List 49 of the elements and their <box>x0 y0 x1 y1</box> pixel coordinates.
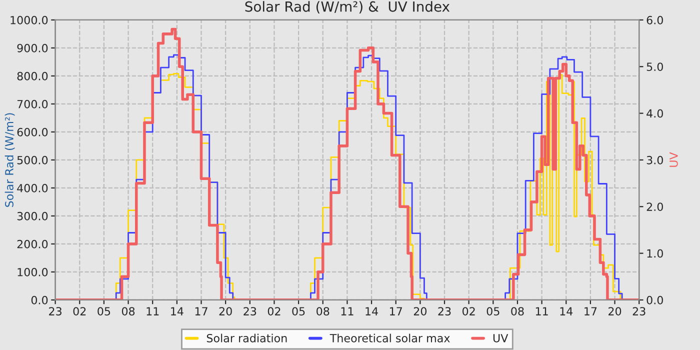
x-tick-label: 14 <box>366 307 378 316</box>
legend-label: UV <box>493 334 508 342</box>
x-tick-label: 05 <box>98 307 110 316</box>
y2-axis-title: UV <box>670 152 678 167</box>
x-tick-label: 05 <box>486 307 500 316</box>
x-tick-label: 23 <box>49 307 62 316</box>
y-tick-label: 100.0 <box>18 268 48 276</box>
x-tick-label: 02 <box>73 307 86 316</box>
x-tick-label: 14 <box>560 307 573 316</box>
y-tick-label: 800.0 <box>17 72 48 80</box>
chart-title: Solar Rad (W/m²) & UV Index <box>245 1 450 14</box>
x-tick-label: 23 <box>438 307 451 316</box>
x-tick-label: 17 <box>390 307 402 316</box>
x-tick-label: 17 <box>195 307 208 316</box>
x-tick-label: 14 <box>171 307 184 316</box>
x-tick-label: 20 <box>219 307 232 316</box>
y-tick-label: 700.0 <box>17 100 48 108</box>
x-tick-label: 20 <box>414 307 427 316</box>
y2-tick-label: 5.0 <box>646 62 663 71</box>
y-tick-label: 900.0 <box>17 44 48 52</box>
x-tick-label: 02 <box>462 307 475 316</box>
y2-tick-label: 3.0 <box>646 156 663 164</box>
y-tick-label: 300.0 <box>17 212 48 220</box>
y-tick-label: 0.0 <box>31 296 48 304</box>
legend-label: Solar radiation <box>206 334 287 342</box>
y2-tick-label: 4.0 <box>646 109 663 118</box>
y-tick-label: 1000.0 <box>10 16 48 24</box>
y-tick-label: 400.0 <box>17 184 48 192</box>
x-tick-label: 02 <box>268 307 280 316</box>
y2-tick-label: 6.0 <box>646 16 663 24</box>
legend-label: Theoretical solar max <box>330 334 450 342</box>
x-tick-label: 23 <box>632 307 646 316</box>
y-axis-title: Solar Rad (W/m²) <box>4 113 15 207</box>
y2-tick-label: 0.0 <box>646 296 663 304</box>
y-tick-label: 200.0 <box>17 240 48 248</box>
x-tick-label: 23 <box>244 307 256 316</box>
y2-tick-label: 1.0 <box>647 249 663 258</box>
x-tick-label: 17 <box>584 307 597 316</box>
y2-tick-label: 2.0 <box>646 202 663 211</box>
y-tick-label: 500.0 <box>17 156 48 164</box>
x-tick-label: 20 <box>608 307 622 316</box>
x-tick-label: 08 <box>511 307 524 316</box>
x-tick-label: 11 <box>146 307 159 316</box>
y-tick-label: 600.0 <box>17 128 48 136</box>
x-tick-label: 11 <box>536 307 548 316</box>
x-tick-label: 08 <box>122 307 135 316</box>
x-tick-label: 05 <box>292 307 305 316</box>
x-tick-label: 11 <box>341 307 354 316</box>
x-tick-label: 08 <box>316 307 330 316</box>
